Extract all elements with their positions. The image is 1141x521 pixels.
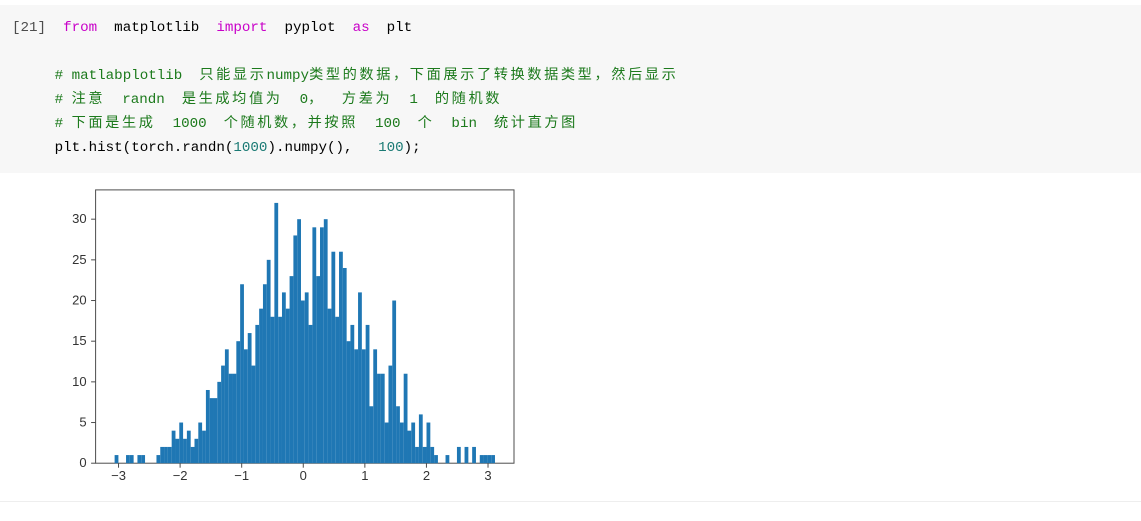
svg-text:−3: −3 bbox=[111, 468, 126, 483]
svg-text:−1: −1 bbox=[234, 468, 249, 483]
svg-text:30: 30 bbox=[72, 211, 86, 226]
svg-text:20: 20 bbox=[72, 293, 86, 308]
svg-text:0: 0 bbox=[300, 468, 307, 483]
svg-text:0: 0 bbox=[79, 455, 86, 470]
svg-text:−2: −2 bbox=[173, 468, 188, 483]
svg-text:25: 25 bbox=[72, 252, 86, 267]
svg-text:2: 2 bbox=[423, 468, 430, 483]
svg-text:1: 1 bbox=[361, 468, 368, 483]
svg-text:5: 5 bbox=[79, 415, 86, 430]
svg-text:10: 10 bbox=[72, 374, 86, 389]
svg-text:3: 3 bbox=[484, 468, 491, 483]
svg-text:15: 15 bbox=[72, 333, 86, 348]
